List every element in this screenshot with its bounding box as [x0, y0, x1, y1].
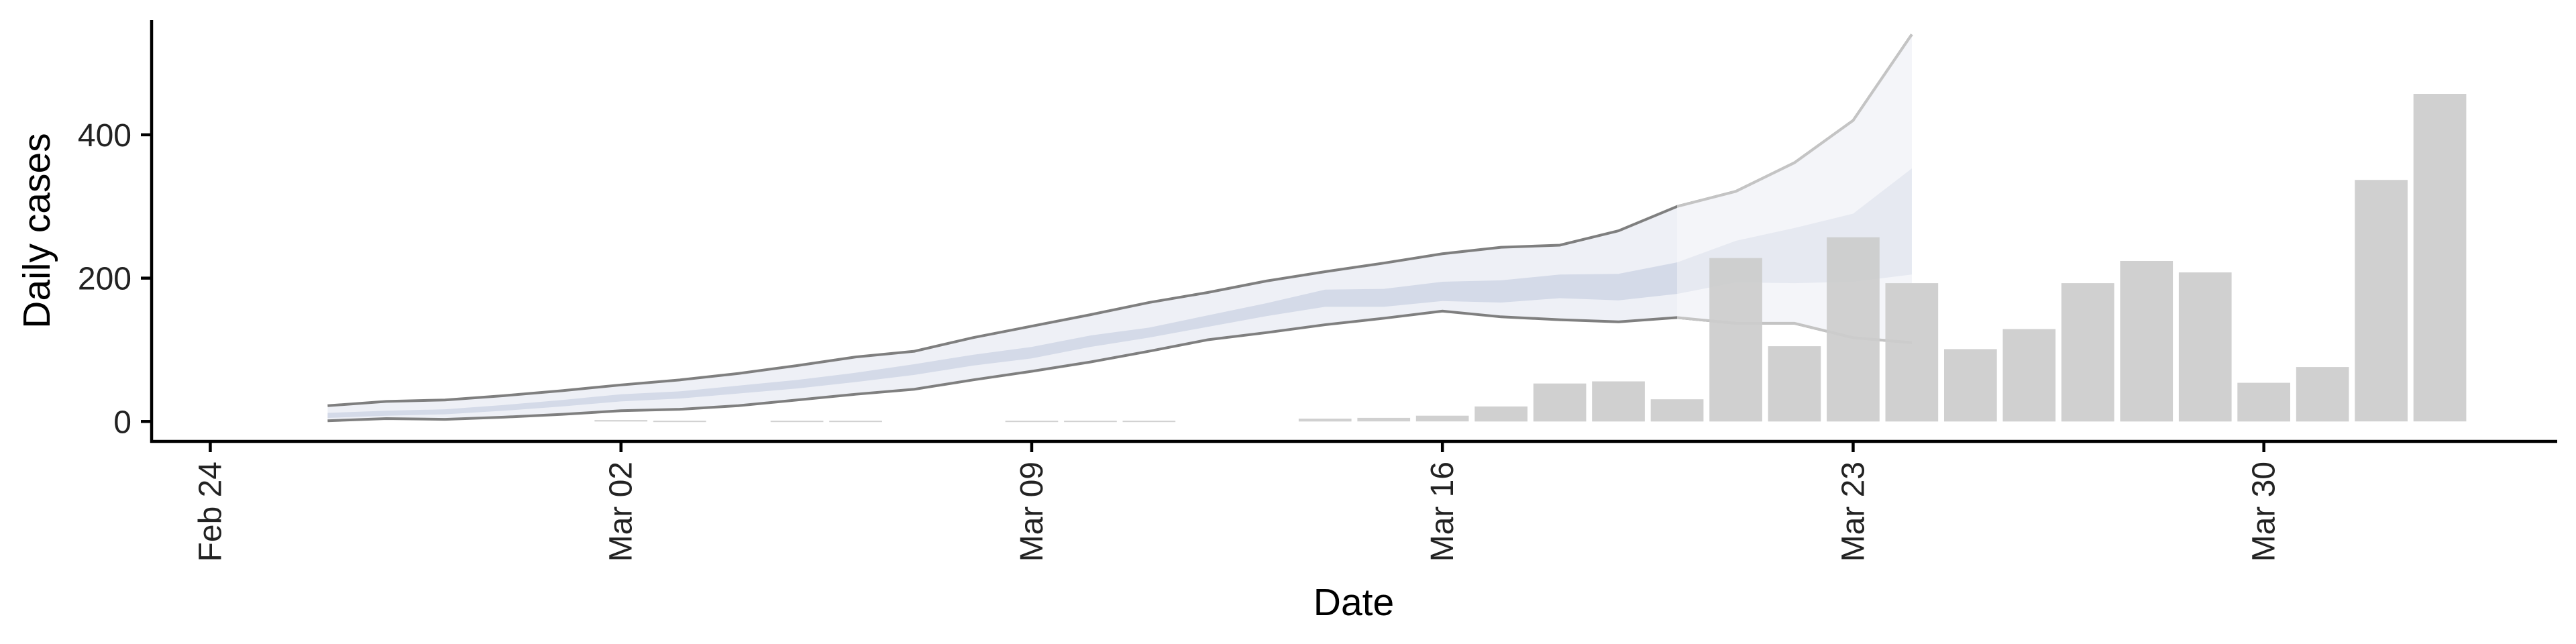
bar-2020-03-14: [1298, 419, 1352, 422]
y-tick-label: 200: [78, 262, 131, 297]
y-axis-title: Daily cases: [15, 133, 58, 328]
forecast-ribbon: [327, 34, 1913, 423]
y-tick-label: 400: [78, 118, 131, 154]
bar-2020-03-10: [1064, 421, 1117, 423]
axes: [150, 20, 2557, 443]
bar-2020-03-06: [829, 421, 882, 423]
bar-2020-03-31: [2296, 367, 2349, 422]
bar-2020-03-17: [1474, 406, 1527, 422]
bar-2020-04-02: [2413, 94, 2467, 422]
bar-2020-03-28: [2120, 261, 2174, 422]
bar-2020-03-16: [1415, 415, 1469, 422]
bar-2020-03-09: [1005, 421, 1059, 423]
x-tick-label: Mar 30: [2247, 462, 2282, 561]
bar-2020-03-18: [1533, 383, 1587, 422]
bar-2020-03-03: [653, 421, 706, 423]
bar-2020-03-30: [2237, 382, 2290, 422]
bar-2020-03-05: [770, 421, 824, 423]
upper-bound-line: [327, 34, 1913, 407]
bar-2020-03-26: [2002, 329, 2056, 422]
x-tick-label: Mar 09: [1014, 462, 1050, 561]
bar-2020-03-02: [594, 420, 647, 422]
bar-2020-03-22: [1768, 346, 1821, 422]
inner-interval-band: [327, 168, 1912, 418]
lower-bound-line: [327, 309, 1913, 423]
bar-2020-03-11: [1122, 421, 1176, 423]
x-tick-label: Mar 23: [1835, 462, 1871, 561]
y-tick-label: 0: [113, 405, 131, 440]
bar-2020-03-23: [1827, 237, 1880, 422]
bar-2020-04-01: [2355, 180, 2408, 422]
bar-2020-03-29: [2178, 272, 2232, 422]
bar-2020-03-21: [1709, 258, 1762, 422]
bar-2020-03-27: [2061, 283, 2114, 422]
bar-2020-03-20: [1650, 399, 1704, 422]
bar-layer: [594, 94, 2467, 423]
bar-2020-03-24: [1885, 283, 1939, 422]
bar-2020-03-15: [1357, 417, 1411, 422]
x-ticks: Feb 24 Mar 02 Mar 09 Mar 16 Mar 23 Mar 30: [193, 441, 2282, 561]
bar-2020-03-25: [1944, 349, 1997, 422]
bar-2020-03-19: [1592, 381, 1645, 422]
y-ticks: 0 200 400: [78, 118, 152, 440]
outer-interval-band: [327, 34, 1912, 421]
x-tick-label: Feb 24: [193, 462, 228, 561]
x-tick-label: Mar 02: [604, 462, 639, 561]
x-axis-title: Date: [1313, 581, 1394, 624]
x-tick-label: Mar 16: [1425, 462, 1460, 561]
